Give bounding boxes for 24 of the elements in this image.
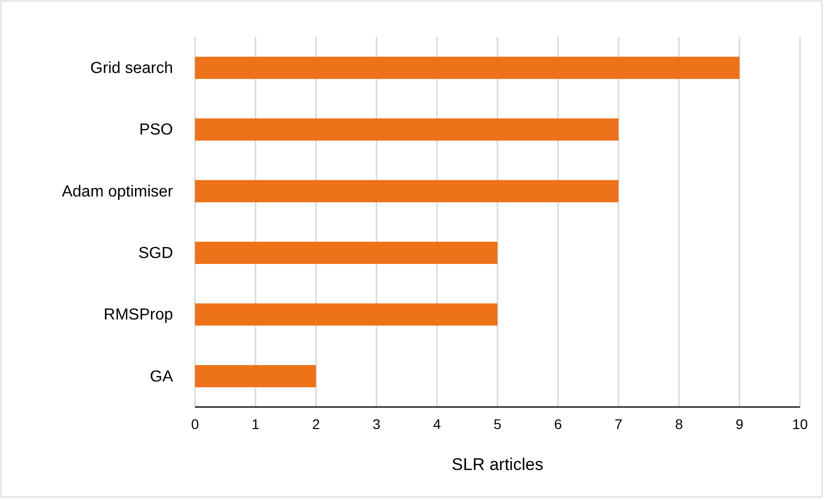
y-tick-label: Grid search [90, 60, 173, 77]
bar [195, 303, 498, 326]
y-tick-label: PSO [139, 122, 173, 139]
bar [195, 242, 498, 264]
x-tick-label: 0 [191, 416, 200, 432]
x-tick-label: 7 [614, 416, 623, 432]
bar [195, 180, 618, 202]
y-tick-label: SGD [138, 244, 173, 262]
y-tick-label: Adam optimiser [62, 183, 174, 200]
x-tick-label: 3 [372, 416, 381, 432]
x-tick-label: 4 [433, 416, 442, 432]
y-tick-label: GA [150, 368, 174, 386]
x-tick-label: 9 [736, 416, 744, 432]
x-tick-label: 10 [792, 416, 808, 432]
x-tick-label: 2 [312, 416, 320, 432]
x-tick-label: 8 [675, 416, 684, 432]
x-tick-label: 1 [252, 416, 260, 432]
x-axis-title: SLR articles [452, 455, 544, 474]
x-tick-label: 6 [554, 416, 562, 432]
x-tick-label: 5 [494, 416, 502, 432]
bar [195, 365, 316, 388]
bar [195, 56, 740, 79]
y-tick-label: RMSProp [104, 306, 174, 324]
bar [195, 118, 618, 141]
